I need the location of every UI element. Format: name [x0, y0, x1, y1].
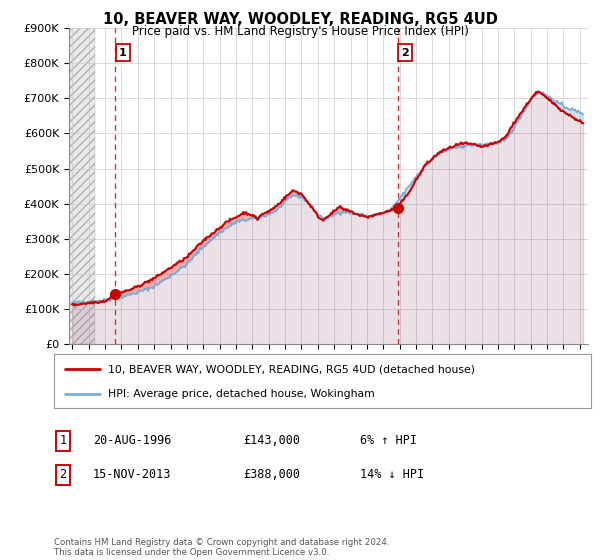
- Text: 14% ↓ HPI: 14% ↓ HPI: [360, 468, 424, 482]
- Bar: [69, 28, 95, 344]
- Text: 10, BEAVER WAY, WOODLEY, READING, RG5 4UD: 10, BEAVER WAY, WOODLEY, READING, RG5 4U…: [103, 12, 497, 27]
- Text: £143,000: £143,000: [243, 434, 300, 447]
- Text: 2: 2: [401, 48, 409, 58]
- Text: 10, BEAVER WAY, WOODLEY, READING, RG5 4UD (detached house): 10, BEAVER WAY, WOODLEY, READING, RG5 4U…: [108, 365, 475, 375]
- Text: 15-NOV-2013: 15-NOV-2013: [93, 468, 172, 482]
- Text: HPI: Average price, detached house, Wokingham: HPI: Average price, detached house, Woki…: [108, 389, 374, 399]
- Text: Contains HM Land Registry data © Crown copyright and database right 2024.
This d: Contains HM Land Registry data © Crown c…: [54, 538, 389, 557]
- Text: 1: 1: [59, 434, 67, 447]
- Text: £388,000: £388,000: [243, 468, 300, 482]
- Text: 20-AUG-1996: 20-AUG-1996: [93, 434, 172, 447]
- Text: 6% ↑ HPI: 6% ↑ HPI: [360, 434, 417, 447]
- Bar: [69, 28, 95, 344]
- Text: Price paid vs. HM Land Registry's House Price Index (HPI): Price paid vs. HM Land Registry's House …: [131, 25, 469, 38]
- Text: 1: 1: [119, 48, 127, 58]
- Text: 2: 2: [59, 468, 67, 482]
